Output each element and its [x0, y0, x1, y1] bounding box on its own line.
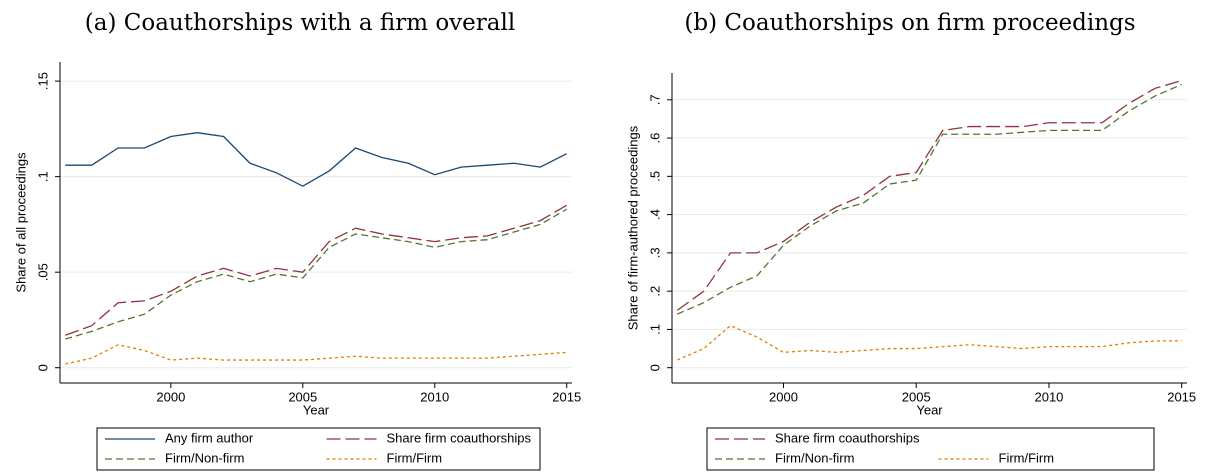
x-tick-label: 2015 — [552, 389, 581, 404]
x-tick-label: 2005 — [902, 389, 931, 404]
chart-title: (a) Coauthorships with a firm overall — [85, 10, 515, 36]
y-tick-label: .5 — [647, 171, 662, 182]
y-tick-label: .1 — [647, 324, 662, 335]
x-tick-label: 2010 — [420, 389, 449, 404]
y-tick-label: .6 — [647, 133, 662, 144]
x-tick-label: 2015 — [1167, 389, 1196, 404]
legend-label: Share firm coauthorships — [775, 430, 920, 445]
legend-box — [706, 427, 1155, 471]
series-line — [65, 208, 568, 340]
y-tick-label: .05 — [35, 263, 50, 281]
x-tick-label: 2000 — [769, 389, 798, 404]
legend-box — [96, 427, 541, 471]
x-tick-label: 2005 — [288, 389, 317, 404]
y-tick-label: .4 — [647, 209, 662, 220]
series-line — [65, 204, 568, 336]
legend-label: Firm/Firm — [387, 450, 443, 465]
x-axis-label: Year — [916, 402, 943, 417]
series-line — [65, 132, 568, 187]
y-axis-label: Share of firm-authored proceedings — [625, 125, 640, 330]
y-tick-label: .7 — [647, 94, 662, 105]
legend-label: Firm/Non-firm — [775, 450, 854, 465]
series-line — [677, 324, 1182, 361]
legend-label: Firm/Non-firm — [165, 450, 244, 465]
legend-label: Share firm coauthorships — [387, 430, 532, 445]
y-tick-label: 0 — [647, 364, 662, 371]
legend-label: Any firm author — [165, 430, 254, 445]
y-tick-label: .3 — [647, 247, 662, 258]
y-tick-label: 0 — [35, 364, 50, 371]
legend-label: Firm/Firm — [999, 450, 1055, 465]
series-line — [65, 344, 567, 365]
y-tick-label: .1 — [35, 171, 50, 182]
y-tick-label: .2 — [647, 286, 662, 297]
y-axis-label: Share of all proceedings — [13, 152, 28, 293]
y-tick-label: .15 — [35, 72, 50, 90]
x-tick-label: 2010 — [1034, 389, 1063, 404]
chart-title: (b) Coauthorships on firm proceedings — [684, 10, 1135, 36]
series-line — [676, 80, 1182, 311]
x-tick-label: 2000 — [156, 389, 185, 404]
x-axis-label: Year — [303, 402, 330, 417]
series-line — [677, 83, 1182, 315]
